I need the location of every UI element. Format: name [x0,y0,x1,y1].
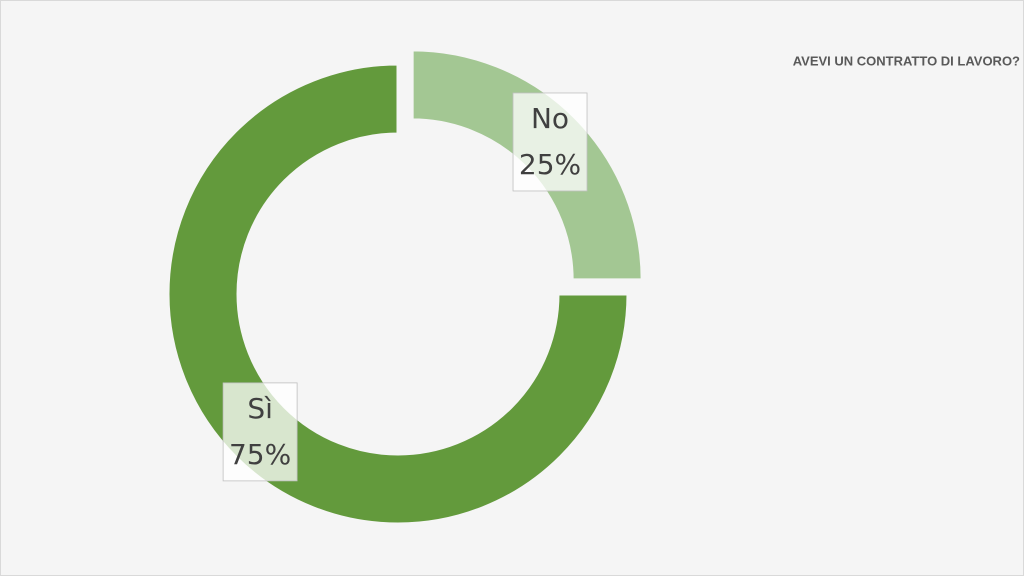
category-label: Sì [247,392,273,425]
value-label: 75% [229,438,291,471]
category-label: No [531,102,569,135]
chart-title: AVEVI UN CONTRATTO DI LAVORO? [793,53,1020,68]
label-box [512,92,588,192]
value-label: 25% [519,148,581,181]
label-box [222,382,298,482]
